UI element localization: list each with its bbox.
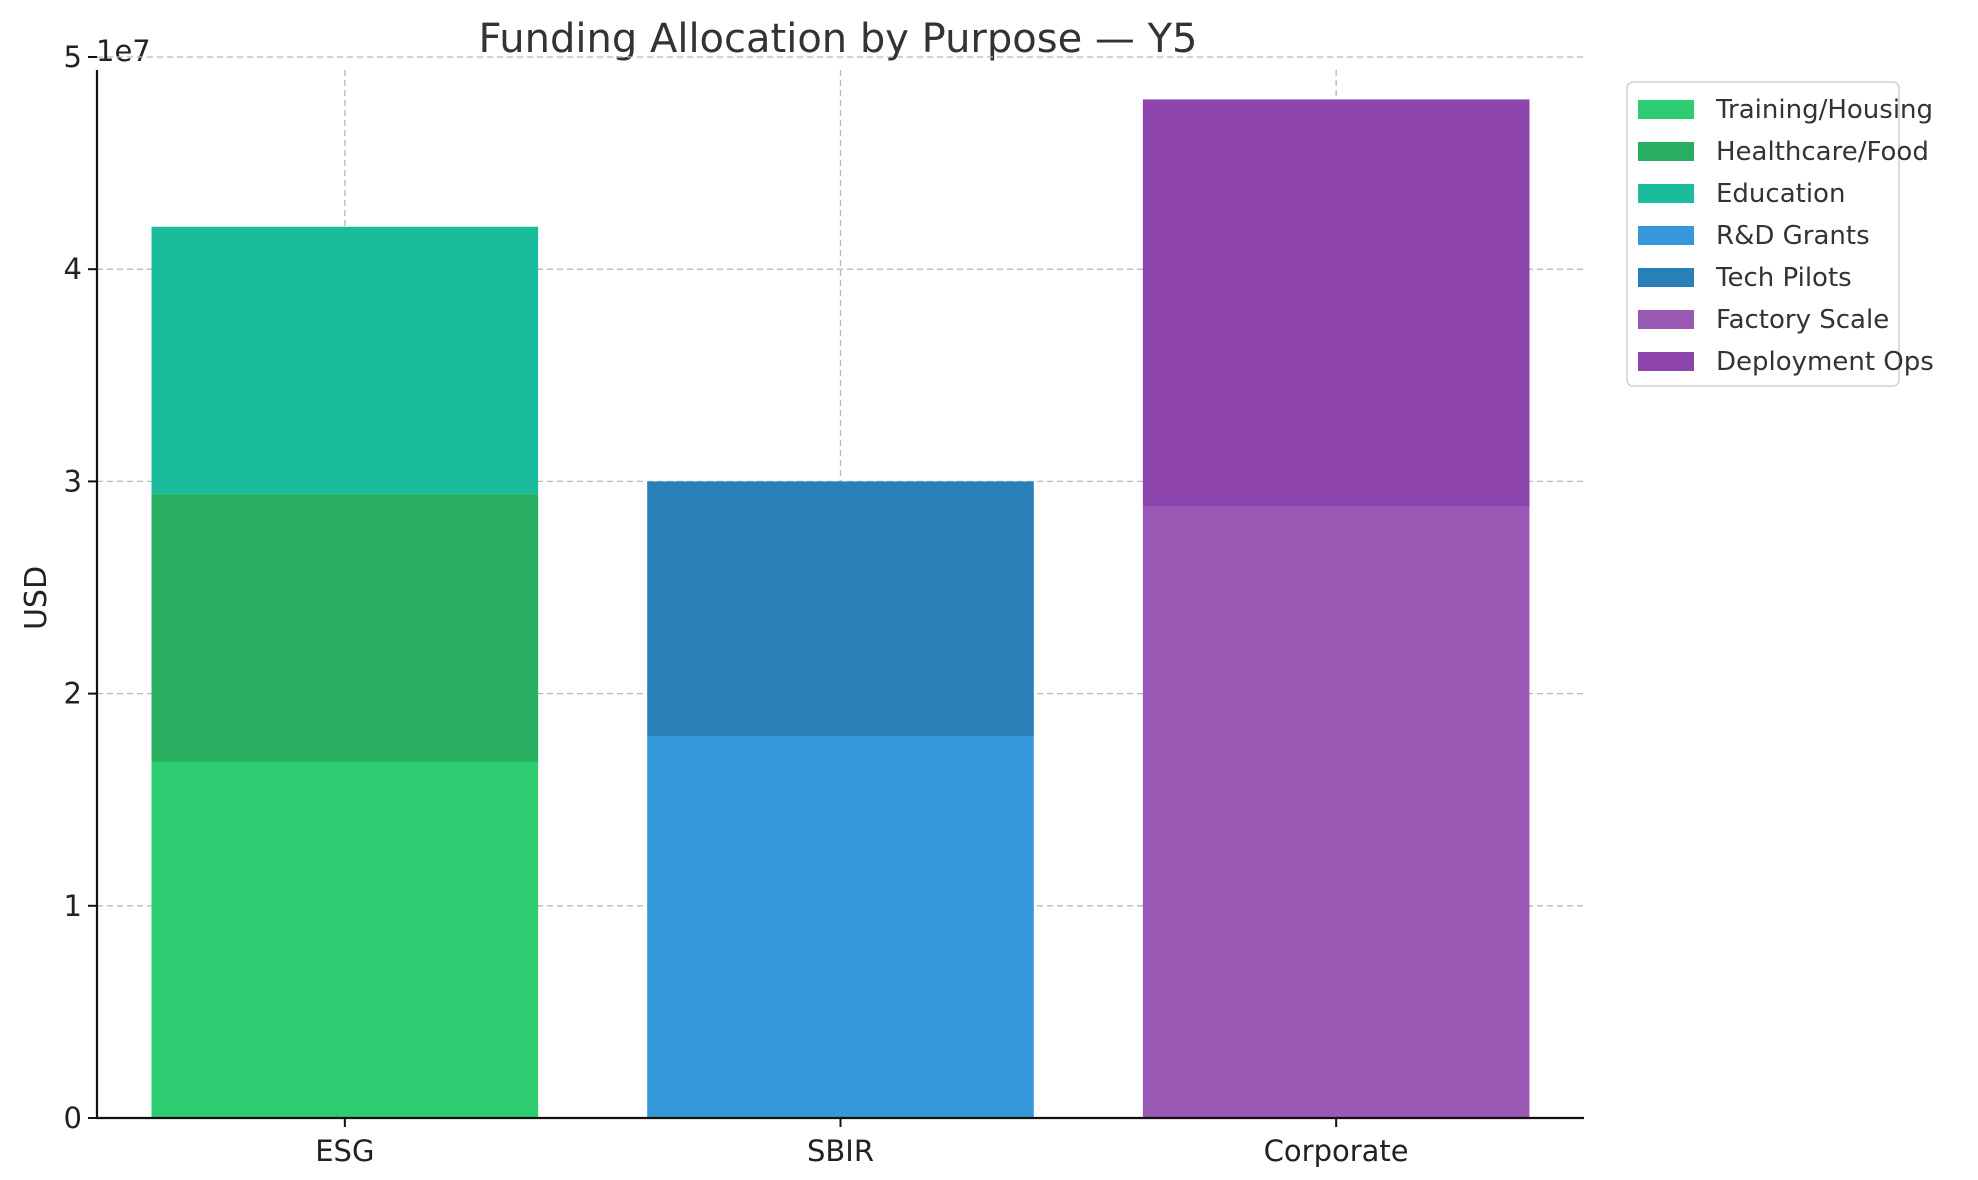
legend-swatch-training-housing <box>1638 100 1694 119</box>
legend-label-education: Education <box>1716 179 1845 209</box>
legend-label-r-d-grants: R&D Grants <box>1716 221 1870 251</box>
y-tick-label-1: 1 <box>64 889 82 923</box>
y-tick-label-4: 4 <box>64 252 82 286</box>
y-offset-label: 1e7 <box>96 34 151 68</box>
bar-esg-healthcare-food <box>151 494 539 762</box>
bar-corporate-factory-scale <box>1142 506 1530 1118</box>
y-tick-label-2: 2 <box>64 677 82 711</box>
bar-sbir-r-d-grants <box>647 736 1034 1118</box>
x-tick-label-corporate: Corporate <box>1264 1134 1409 1168</box>
legend-label-healthcare-food: Healthcare/Food <box>1716 137 1929 167</box>
legend: Training/Housing Healthcare/Food Education… <box>1626 81 1934 387</box>
bar-esg-education <box>151 226 539 495</box>
legend-swatch-healthcare-food <box>1638 142 1694 161</box>
bar-esg-training-housing <box>151 761 539 1118</box>
y-axis-label: USD <box>19 566 54 630</box>
bar-corporate-deployment-ops <box>1142 99 1530 507</box>
bar-sbir-tech-pilots <box>647 481 1034 737</box>
legend-label-tech-pilots: Tech Pilots <box>1715 263 1852 293</box>
legend-label-deployment-ops: Deployment Ops <box>1716 347 1934 377</box>
legend-swatch-education <box>1638 184 1694 203</box>
legend-label-training-housing: Training/Housing <box>1715 95 1933 125</box>
x-tick-label-sbir: SBIR <box>807 1134 874 1168</box>
bars-layer <box>151 99 1530 1118</box>
chart-title: Funding Allocation by Purpose — Y5 <box>478 16 1197 62</box>
y-tick-label-3: 3 <box>64 464 82 498</box>
x-tick-label-esg: ESG <box>315 1134 374 1168</box>
y-tick-label-5: 5 <box>64 40 82 74</box>
legend-swatch-r-d-grants <box>1638 226 1694 245</box>
legend-swatch-deployment-ops <box>1638 352 1694 371</box>
legend-frame <box>1626 81 1900 387</box>
legend-label-factory-scale: Factory Scale <box>1716 305 1889 335</box>
y-tick-label-0: 0 <box>64 1101 82 1135</box>
legend-swatch-tech-pilots <box>1638 268 1694 287</box>
legend-swatch-factory-scale <box>1638 310 1694 329</box>
axes-layer: 0 1 2 3 4 5 ESG SBIR Corporate <box>64 40 1584 1168</box>
